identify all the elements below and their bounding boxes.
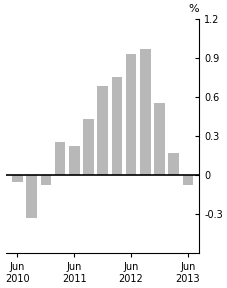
Bar <box>12 175 23 181</box>
Bar <box>126 54 136 175</box>
Bar <box>97 86 108 175</box>
Bar <box>69 146 80 175</box>
Bar <box>168 153 179 175</box>
Bar <box>83 119 94 175</box>
Bar <box>55 143 65 175</box>
Bar <box>111 77 122 175</box>
Bar <box>154 103 165 175</box>
Bar <box>183 175 193 185</box>
Bar <box>41 175 51 185</box>
Text: %: % <box>189 4 199 14</box>
Bar <box>26 175 37 218</box>
Bar <box>140 49 151 175</box>
